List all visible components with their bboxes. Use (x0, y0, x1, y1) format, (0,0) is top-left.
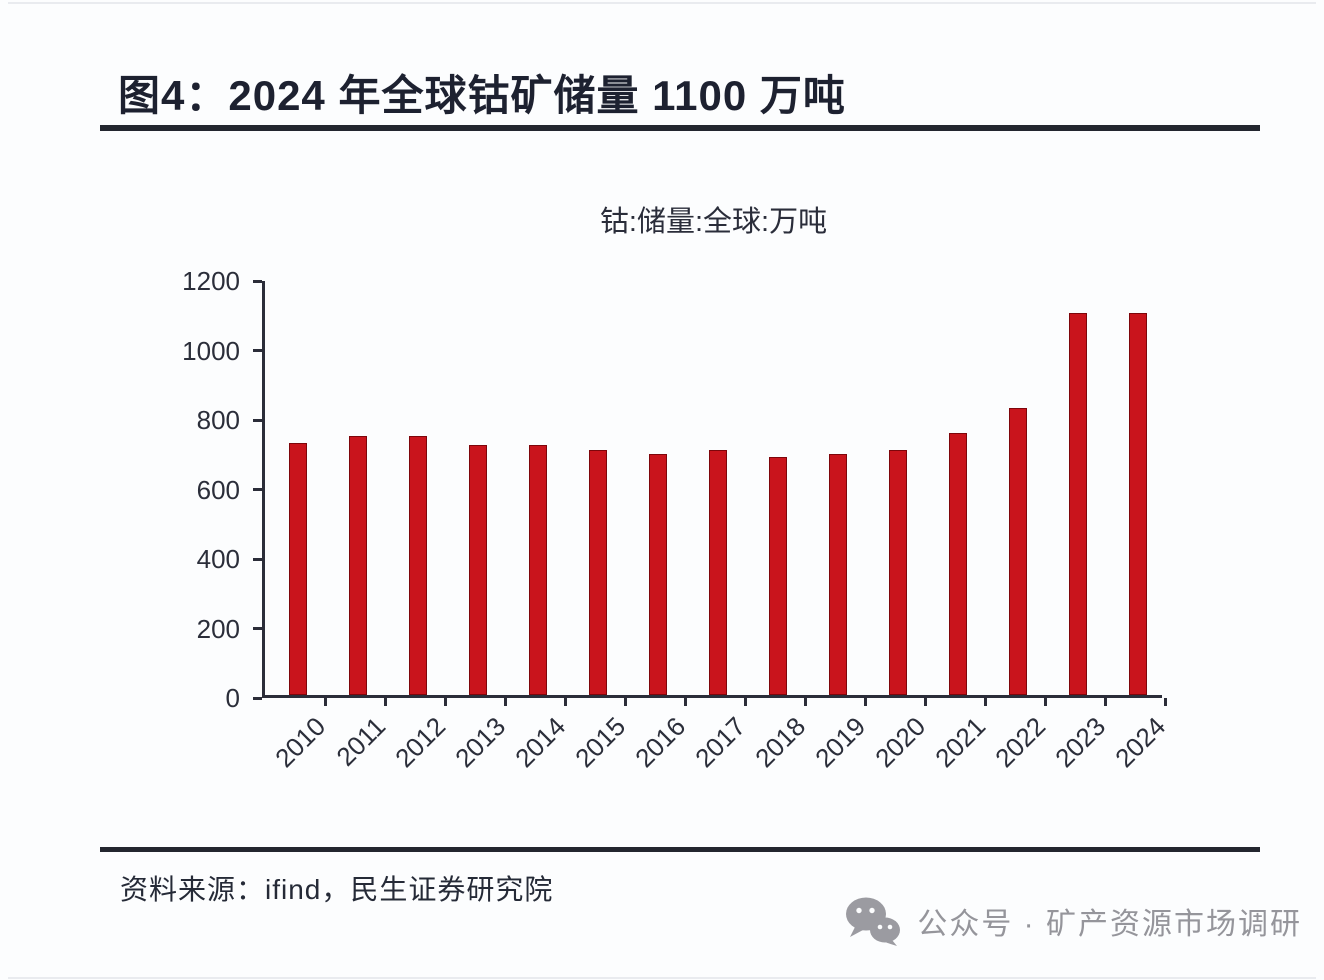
x-axis-tick-12 (983, 698, 987, 706)
bar-2017 (709, 450, 727, 695)
y-axis-label-1000: 1000 (182, 335, 240, 366)
bar-2014 (529, 444, 547, 695)
bar-2020 (889, 450, 907, 695)
bar-2011 (349, 436, 367, 695)
y-axis-tick-600 (253, 488, 262, 491)
bar-2023 (1069, 312, 1087, 695)
bar-2024 (1129, 312, 1147, 695)
y-axis-label-200: 200 (196, 613, 240, 644)
figure-title: 图4：2024 年全球钴矿储量 1100 万吨 (118, 72, 846, 119)
bar-2019 (829, 453, 847, 695)
y-axis-label-800: 800 (196, 405, 240, 435)
x-axis-tick-10 (863, 698, 867, 706)
bar-2021 (949, 432, 967, 695)
y-axis-label-1200: 1200 (182, 266, 240, 296)
y-axis-tick-200 (253, 627, 262, 630)
bar-2022 (1009, 408, 1027, 695)
x-axis-tick-11 (923, 698, 927, 706)
y-axis-tick-1000 (253, 349, 262, 352)
x-axis-tick-15 (1163, 698, 1167, 706)
page-bottom-border (8, 977, 1316, 979)
x-axis-tick-4 (503, 698, 507, 706)
x-axis-tick-6 (623, 698, 627, 706)
bar-2013 (469, 444, 487, 695)
bar-2018 (769, 456, 787, 695)
x-axis-tick-8 (743, 698, 747, 706)
title-underline (100, 125, 1260, 131)
y-axis-label-0: 0 (225, 683, 240, 713)
bar-2010 (289, 443, 307, 695)
page-top-border (8, 2, 1316, 4)
y-axis-tick-0 (253, 696, 262, 700)
y-axis-labels: 0 200 400 600 800 1000 1200 (150, 266, 240, 713)
y-axis-tick-800 (253, 418, 262, 422)
x-axis-tick-14 (1103, 698, 1107, 706)
x-axis-tick-7 (683, 698, 687, 706)
y-axis-tick-1200 (253, 279, 262, 283)
wechat-icon (846, 897, 901, 946)
x-axis-tick-9 (803, 698, 807, 706)
y-axis-label-600: 600 (196, 474, 240, 505)
bar-2016 (649, 453, 667, 695)
x-axis-tick-13 (1043, 698, 1047, 706)
x-axis-tick-3 (443, 698, 447, 706)
source-attribution: 资料来源：ifind，民生证券研究院 (120, 874, 554, 905)
y-axis-tick-400 (253, 557, 262, 561)
watermark-label: 公众号 · 矿产资源市场调研 (917, 908, 1302, 941)
source-divider (100, 847, 1260, 852)
x-axis-tick-1 (323, 698, 327, 706)
bar-2015 (589, 450, 607, 695)
x-axis-tick-5 (563, 698, 567, 706)
bar-2012 (409, 436, 427, 695)
bar-chart-plot-area: 2010 2011 2012 2013 2014 2015 2016 2017 2018 2019… (253, 279, 1171, 773)
x-axis-tick-2 (383, 698, 387, 706)
watermark: 公众号 · 矿产资源市场调研 (845, 896, 1302, 946)
chart-title: 钴:储量:全球:万吨 (599, 206, 828, 238)
y-axis-label-400: 400 (196, 544, 240, 574)
